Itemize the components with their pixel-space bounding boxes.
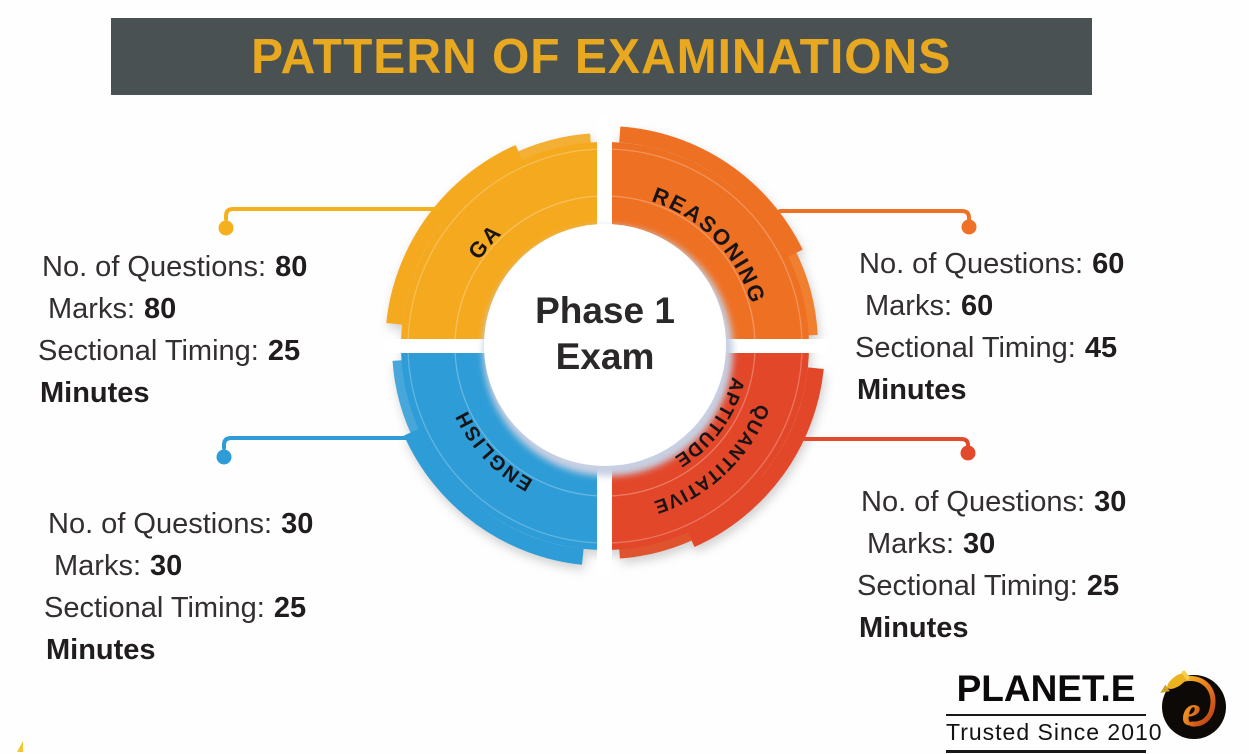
info-row: No. of Questions: 60 — [855, 243, 1124, 285]
info-row: No. of Questions: 30 — [857, 481, 1126, 523]
quantitative-aptitude-info-block: No. of Questions: 30 Marks: 30 Sectional T… — [857, 481, 1126, 649]
info-label: Marks: — [48, 293, 135, 325]
info-row: No. of Questions: 30 — [44, 503, 313, 545]
corner-accent-mark — [17, 741, 23, 752]
quantitative-aptitude-segment — [605, 346, 809, 550]
info-value: 30 — [1094, 486, 1127, 518]
info-row: Sectional Timing: 25 — [857, 565, 1126, 607]
info-row: Sectional Timing: 45 — [855, 327, 1124, 369]
info-row: Marks: 80 — [38, 288, 307, 330]
info-row: No. of Questions: 80 — [38, 246, 307, 288]
reasoning-info-block: No. of Questions: 60 Marks: 60 Sectional T… — [855, 243, 1124, 411]
info-label: No. of Questions: — [42, 251, 267, 283]
info-value: 30 — [281, 508, 314, 540]
english-info-block: No. of Questions: 30 Marks: 30 Sectional T… — [44, 503, 313, 671]
info-value: 80 — [144, 293, 177, 325]
info-value: 30 — [150, 550, 183, 582]
info-row: Marks: 30 — [44, 545, 313, 587]
info-row: Marks: 60 — [855, 285, 1124, 327]
connector-dots — [216, 219, 977, 465]
brand-name: PLANET.E — [946, 668, 1146, 716]
english-connector-line — [222, 436, 414, 450]
logo-e-glyph: e — [1182, 689, 1201, 735]
info-value: 45 — [1084, 332, 1118, 364]
center-title-line2: Exam — [556, 336, 655, 377]
logo-pen-icon — [1160, 670, 1190, 694]
info-label: Sectional Timing: — [857, 570, 1078, 602]
wheel-ring — [401, 142, 809, 550]
ga-connector-line — [224, 207, 440, 221]
info-row: Minutes — [855, 369, 1124, 411]
english-segment — [401, 346, 605, 550]
info-label: No. of Questions: — [861, 486, 1086, 518]
info-value: Minutes — [40, 377, 150, 409]
english-tab-arc — [403, 428, 584, 565]
english-connector-dot — [216, 449, 232, 465]
center-hub: Phase 1 Exam — [483, 224, 733, 476]
info-value: Minutes — [857, 374, 967, 406]
quantitative-aptitude-tab-arc — [687, 367, 824, 548]
brand-tagline: Trusted Since 2010 — [946, 716, 1162, 753]
info-value: 80 — [275, 251, 308, 283]
info-label: Sectional Timing: — [38, 335, 259, 367]
logo-swoosh — [1175, 676, 1216, 727]
connectors — [222, 207, 971, 450]
info-row: Minutes — [857, 607, 1126, 649]
ga-info-block: No. of Questions: 80 Marks: 80 Sectional T… — [38, 246, 307, 414]
info-row: Minutes — [44, 629, 313, 671]
center-title-line1: Phase 1 — [535, 290, 675, 331]
info-value: 25 — [1086, 570, 1120, 602]
info-value: Minutes — [46, 634, 156, 666]
reasoning-connector-dot — [961, 219, 977, 235]
info-label: Sectional Timing: — [44, 592, 265, 624]
wheel-tab-arcs — [386, 126, 824, 565]
info-label: Marks: — [865, 290, 952, 322]
info-label: Sectional Timing: — [855, 332, 1076, 364]
reasoning-segment — [605, 142, 809, 346]
info-value: 30 — [963, 528, 996, 560]
info-value: 25 — [267, 335, 301, 367]
brand-logo: e — [1160, 670, 1226, 739]
info-row: Sectional Timing: 25 — [44, 587, 313, 629]
quantitative-connector-line — [800, 437, 970, 447]
info-value: 60 — [1092, 248, 1125, 280]
title-banner: PATTERN OF EXAMINATIONS — [111, 18, 1092, 95]
info-label: Marks: — [867, 528, 954, 560]
ga-tab-arc — [386, 144, 523, 325]
info-value: Minutes — [859, 612, 969, 644]
center-hub-circle — [484, 224, 726, 466]
brand-block: PLANET.E Trusted Since 2010 — [946, 668, 1162, 753]
quantitative-connector-dot — [960, 445, 976, 461]
info-row: Marks: 30 — [857, 523, 1126, 565]
ga-connector-dot — [218, 220, 234, 236]
ga-segment — [401, 142, 605, 346]
info-value: 25 — [273, 592, 307, 624]
info-label: No. of Questions: — [48, 508, 273, 540]
reasoning-connector-line — [778, 209, 971, 221]
info-value: 60 — [961, 290, 994, 322]
reasoning-tab-arc — [619, 126, 803, 257]
info-label: No. of Questions: — [859, 248, 1084, 280]
page-title: PATTERN OF EXAMINATIONS — [251, 29, 952, 84]
info-row: Minutes — [38, 372, 307, 414]
info-row: Sectional Timing: 25 — [38, 330, 307, 372]
info-label: Marks: — [54, 550, 141, 582]
